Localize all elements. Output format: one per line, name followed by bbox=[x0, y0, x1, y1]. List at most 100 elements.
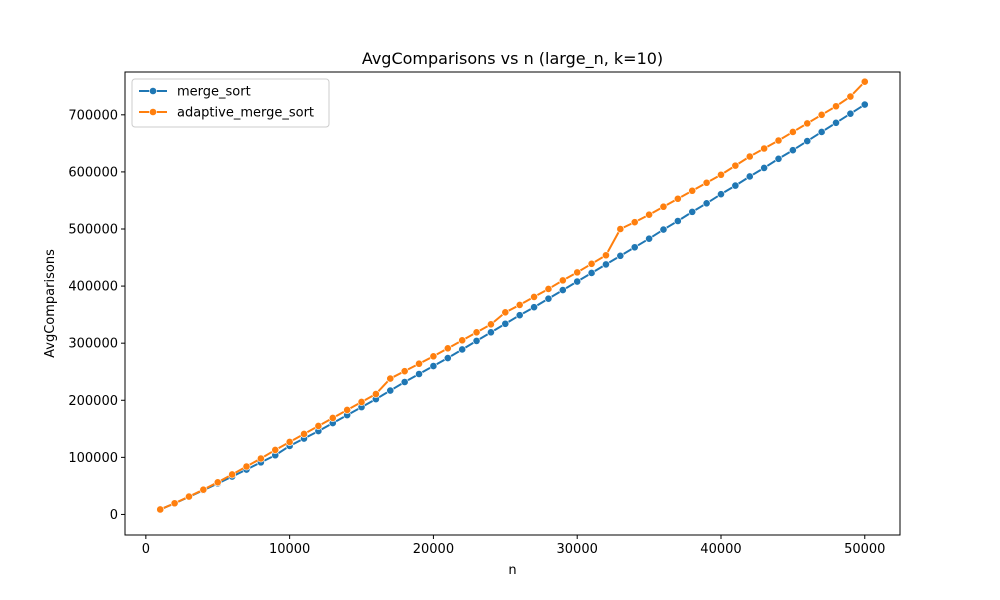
data-point bbox=[213, 478, 222, 487]
data-point bbox=[170, 499, 179, 508]
data-point bbox=[487, 320, 495, 329]
y-tick-label: 500000 bbox=[68, 222, 118, 237]
data-point bbox=[774, 136, 783, 145]
data-point bbox=[832, 118, 840, 127]
y-tick-label: 0 bbox=[110, 508, 118, 523]
x-tick-label: 20000 bbox=[413, 542, 454, 557]
data-point bbox=[199, 485, 208, 494]
data-point bbox=[803, 119, 812, 128]
data-point bbox=[760, 164, 769, 172]
data-point bbox=[415, 359, 423, 368]
data-point bbox=[645, 234, 653, 243]
data-point bbox=[443, 344, 452, 353]
data-point bbox=[846, 92, 855, 101]
data-point bbox=[745, 152, 754, 161]
data-point bbox=[429, 352, 438, 361]
data-point bbox=[515, 301, 524, 309]
x-tick-label: 10000 bbox=[269, 542, 310, 557]
data-point bbox=[659, 225, 668, 234]
data-point bbox=[185, 492, 193, 501]
data-point bbox=[256, 454, 265, 463]
data-point bbox=[760, 144, 769, 153]
data-point bbox=[458, 345, 467, 354]
data-point bbox=[788, 128, 797, 136]
data-point bbox=[587, 259, 596, 268]
data-point bbox=[717, 190, 725, 199]
data-point bbox=[688, 207, 697, 216]
data-point bbox=[860, 100, 869, 109]
data-point bbox=[788, 146, 797, 155]
x-tick-label: 50000 bbox=[844, 542, 885, 557]
data-point bbox=[386, 386, 395, 395]
data-point bbox=[602, 260, 610, 269]
data-point bbox=[343, 406, 352, 414]
data-point bbox=[659, 202, 668, 211]
data-point bbox=[242, 462, 251, 471]
data-point bbox=[501, 319, 510, 328]
data-point bbox=[415, 370, 423, 378]
plot-area bbox=[124, 71, 901, 536]
data-point bbox=[616, 251, 625, 260]
legend-label: adaptive_merge_sort bbox=[177, 106, 314, 121]
data-point bbox=[314, 422, 323, 430]
data-point bbox=[803, 137, 812, 145]
legend: merge_sort adaptive_merge_sort bbox=[131, 78, 330, 128]
data-point bbox=[817, 128, 826, 136]
legend-item: adaptive_merge_sort bbox=[139, 106, 314, 121]
y-tick-label: 300000 bbox=[68, 337, 118, 352]
y-tick-label: 600000 bbox=[68, 165, 118, 180]
data-point bbox=[515, 311, 524, 320]
data-point bbox=[702, 199, 711, 208]
x-tick-label: 30000 bbox=[557, 542, 598, 557]
data-point bbox=[530, 293, 538, 301]
x-axis-ticks: 0 10000 20000 30000 40000 50000 bbox=[142, 535, 885, 557]
data-point bbox=[400, 378, 409, 386]
data-point bbox=[544, 294, 553, 303]
data-point bbox=[745, 172, 754, 181]
y-tick-label: 400000 bbox=[68, 280, 118, 295]
series-adaptive-merge-sort bbox=[156, 77, 869, 514]
data-point bbox=[774, 154, 783, 163]
legend-label: merge_sort bbox=[177, 85, 251, 100]
data-point bbox=[429, 362, 438, 370]
x-tick-label: 0 bbox=[142, 542, 150, 557]
legend-marker bbox=[149, 87, 157, 95]
data-point bbox=[271, 446, 280, 454]
data-point bbox=[688, 186, 697, 195]
series-layer bbox=[156, 77, 869, 514]
data-point bbox=[458, 336, 467, 345]
data-point bbox=[673, 217, 682, 225]
data-point bbox=[472, 328, 481, 337]
y-axis-label: AvgComparisons bbox=[43, 249, 58, 358]
data-point bbox=[616, 225, 625, 233]
data-point bbox=[530, 303, 538, 312]
data-point bbox=[731, 181, 740, 190]
data-point bbox=[558, 286, 567, 294]
y-tick-label: 700000 bbox=[68, 108, 118, 123]
legend-item: merge_sort bbox=[139, 85, 251, 100]
data-point bbox=[587, 269, 596, 277]
data-point bbox=[558, 276, 567, 285]
data-point bbox=[717, 170, 725, 179]
data-point bbox=[630, 218, 639, 227]
data-point bbox=[817, 110, 826, 119]
data-point bbox=[731, 161, 740, 170]
data-point bbox=[156, 505, 165, 514]
data-point bbox=[472, 336, 481, 345]
data-point bbox=[846, 109, 855, 118]
data-point bbox=[630, 243, 639, 252]
data-point bbox=[285, 438, 294, 446]
data-point bbox=[860, 77, 869, 86]
data-point bbox=[372, 390, 380, 398]
data-point bbox=[702, 178, 711, 187]
data-point bbox=[573, 277, 582, 286]
data-point bbox=[645, 210, 653, 219]
data-point bbox=[602, 251, 610, 260]
y-tick-label: 100000 bbox=[68, 451, 118, 466]
data-point bbox=[487, 328, 495, 337]
data-point bbox=[386, 374, 395, 383]
data-point bbox=[328, 414, 337, 422]
y-tick-label: 200000 bbox=[68, 394, 118, 409]
data-point bbox=[300, 430, 308, 438]
